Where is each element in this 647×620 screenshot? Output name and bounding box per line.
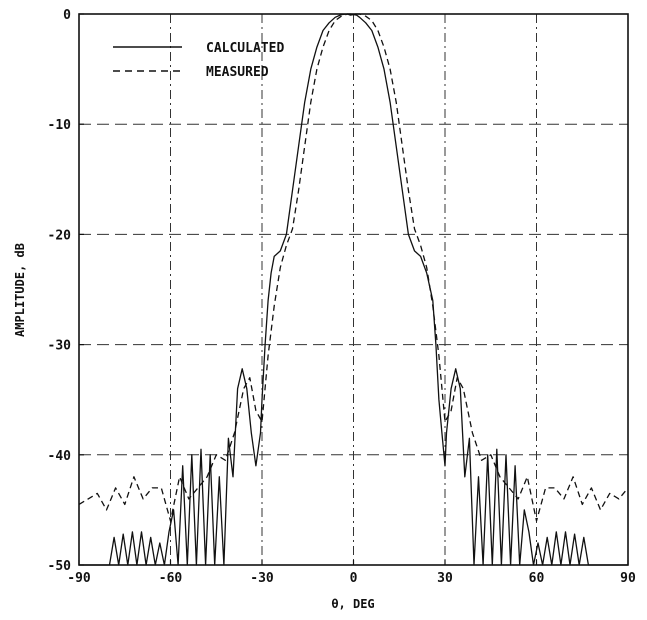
y-tick-label: -30 [48,339,72,354]
y-tick-label: -10 [48,118,72,133]
series-line-measured [78,13,629,522]
x-tick-label: -60 [159,571,183,586]
tick-labels: -90 -60 -30 0 30 60 90 0 -10 -20 -30 -40 -50 [48,8,636,586]
grid [79,14,628,565]
x-tick-label: 30 [437,571,453,586]
y-axis-label: AMPLITUDE, dB [13,243,27,337]
legend-label-measured: MEASURED [206,65,269,80]
y-tick-label: -20 [48,228,72,243]
y-tick-label: 0 [63,8,71,23]
x-tick-label: 90 [620,571,636,586]
x-tick-label: -30 [250,571,274,586]
legend: CALCULATED MEASURED [113,41,284,80]
x-tick-label: -90 [67,571,91,586]
y-tick-label: -50 [48,559,72,574]
x-tick-label: 0 [350,571,358,586]
x-tick-label: 60 [529,571,545,586]
y-tick-label: -40 [48,449,72,464]
x-axis-label: θ, DEG [331,597,374,611]
legend-label-calculated: CALCULATED [206,41,284,56]
